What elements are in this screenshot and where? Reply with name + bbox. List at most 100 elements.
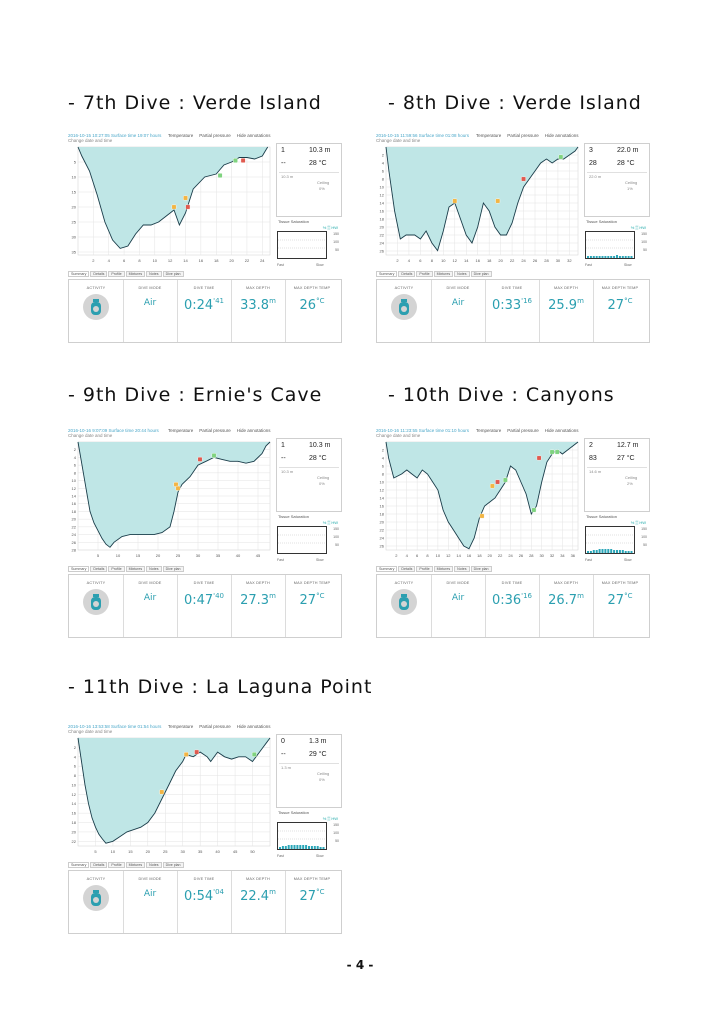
chart-option-checkbox[interactable]: Hide annotations <box>236 428 271 433</box>
event-marker[interactable] <box>183 195 188 201</box>
x-tick-label: 30 <box>556 258 561 263</box>
tab-summary[interactable]: Summary <box>376 566 398 572</box>
tissue-bar <box>616 550 618 553</box>
change-date-link[interactable]: Change date and time <box>68 433 113 438</box>
tab-details[interactable]: Details <box>90 862 108 868</box>
chart-option-checkbox[interactable]: Temperature <box>476 428 502 433</box>
tab-details[interactable]: Details <box>90 271 108 277</box>
summary-cell: ACTIVITY <box>69 280 124 342</box>
dive-card: 2016-10-16 9:07:09 Surface time 20:44 ho… <box>68 428 342 638</box>
change-date-link[interactable]: Change date and time <box>376 138 421 143</box>
tab-mixtures[interactable]: Mixtures <box>125 862 146 868</box>
tab-profile[interactable]: Profile <box>416 566 433 572</box>
dive-time-label: DIVE TIME <box>193 581 215 585</box>
tab-dive-plan[interactable]: Dive plan <box>162 271 184 277</box>
chart-option-checkbox[interactable]: Temperature <box>168 428 194 433</box>
y-tick-label: 22 <box>72 839 77 844</box>
tab-notes[interactable]: Notes <box>146 566 162 572</box>
tab-details[interactable]: Details <box>90 566 108 572</box>
tab-notes[interactable]: Notes <box>454 566 470 572</box>
event-marker[interactable] <box>502 477 508 483</box>
change-date-link[interactable]: Change date and time <box>376 433 421 438</box>
event-marker[interactable] <box>183 752 189 757</box>
event-marker[interactable] <box>171 204 177 210</box>
tab-mixtures[interactable]: Mixtures <box>433 271 454 277</box>
dive-datetime[interactable]: 2016-10-15 11:59:56 Surface time 01:08 h… <box>376 133 469 138</box>
chart-option-checkbox[interactable]: Partial pressure <box>199 724 231 729</box>
tab-profile[interactable]: Profile <box>108 271 125 277</box>
event-marker[interactable] <box>495 198 501 204</box>
event-marker[interactable] <box>240 158 246 163</box>
chart-option-checkbox[interactable]: Hide annotations <box>236 133 271 138</box>
tab-notes[interactable]: Notes <box>146 862 162 868</box>
event-marker[interactable] <box>217 173 223 178</box>
event-marker[interactable] <box>549 449 555 455</box>
dive-datetime[interactable]: 2016-10-15 10:27:05 Surface time 19:07 h… <box>68 133 162 138</box>
chart-option-checkbox[interactable]: Partial pressure <box>507 133 539 138</box>
event-marker[interactable] <box>495 479 500 485</box>
dive-datetime[interactable]: 2016-10-16 13:53:58 Surface time 01:54 h… <box>68 724 162 729</box>
summary-cell: MAX DEPTH TEMP 26°C <box>285 280 339 342</box>
chart-option-checkbox[interactable]: Partial pressure <box>199 133 231 138</box>
event-marker[interactable] <box>197 456 203 462</box>
event-marker[interactable] <box>452 198 458 204</box>
tissue-fast-label: Fast <box>277 854 284 858</box>
tab-mixtures[interactable]: Mixtures <box>433 566 454 572</box>
tab-notes[interactable]: Notes <box>146 271 162 277</box>
tissue-bar <box>305 845 308 849</box>
event-marker[interactable] <box>185 204 191 210</box>
y-tick-label: 24 <box>380 241 385 246</box>
max-depth-temp-main: 27 <box>299 889 317 904</box>
event-marker[interactable] <box>175 485 181 491</box>
chart-option-checkbox[interactable]: Temperature <box>168 724 194 729</box>
event-marker[interactable] <box>159 789 165 795</box>
y-tick-label: 6 <box>382 169 385 174</box>
y-tick-label: 26 <box>380 249 385 254</box>
tab-profile[interactable]: Profile <box>108 566 125 572</box>
dive-tabs: Summary Details Profile Mixtures Notes Dive p… <box>376 566 493 573</box>
tab-summary[interactable]: Summary <box>68 566 90 572</box>
event-marker[interactable] <box>521 176 526 182</box>
x-tick-label: 50 <box>250 849 255 854</box>
event-marker[interactable] <box>489 483 495 489</box>
event-marker[interactable] <box>554 449 560 455</box>
tissue-bar <box>607 256 610 258</box>
chart-option-checkbox[interactable]: Hide annotations <box>236 724 271 729</box>
chart-option-checkbox[interactable]: Temperature <box>168 133 194 138</box>
chart-option-checkbox[interactable]: Temperature <box>476 133 502 138</box>
chart-option-checkbox[interactable]: Hide annotations <box>544 428 579 433</box>
tab-mixtures[interactable]: Mixtures <box>125 271 146 277</box>
tab-summary[interactable]: Summary <box>68 271 90 277</box>
event-marker[interactable] <box>251 752 257 757</box>
tab-notes[interactable]: Notes <box>454 271 470 277</box>
chart-option-checkbox[interactable]: Partial pressure <box>199 428 231 433</box>
tab-details[interactable]: Details <box>398 271 416 277</box>
change-date-link[interactable]: Change date and time <box>68 138 113 143</box>
tab-dive-plan[interactable]: Dive plan <box>470 271 492 277</box>
tissue-slow-label: Slow <box>624 263 632 267</box>
profile-area <box>78 442 270 548</box>
event-marker[interactable] <box>211 453 217 458</box>
tab-dive-plan[interactable]: Dive plan <box>470 566 492 572</box>
change-date-link[interactable]: Change date and time <box>68 729 113 734</box>
chart-option-checkbox[interactable]: Hide annotations <box>544 133 579 138</box>
tab-mixtures[interactable]: Mixtures <box>125 566 146 572</box>
event-marker[interactable] <box>194 749 200 755</box>
tab-dive-plan[interactable]: Dive plan <box>162 862 184 868</box>
tab-dive-plan[interactable]: Dive plan <box>162 566 184 572</box>
tab-summary[interactable]: Summary <box>68 862 90 868</box>
tab-profile[interactable]: Profile <box>416 271 433 277</box>
event-marker[interactable] <box>233 158 238 163</box>
chart-option-checkbox[interactable]: Partial pressure <box>507 428 539 433</box>
tab-summary[interactable]: Summary <box>376 271 398 277</box>
tab-details[interactable]: Details <box>398 566 416 572</box>
event-marker[interactable] <box>531 507 537 513</box>
event-marker[interactable] <box>558 154 564 160</box>
dive-datetime[interactable]: 2016-10-16 11:23:55 Surface time 01:10 h… <box>376 428 469 433</box>
event-marker[interactable] <box>479 513 485 519</box>
tab-profile[interactable]: Profile <box>108 862 125 868</box>
scuba-tank-icon <box>83 294 109 320</box>
event-marker[interactable] <box>536 455 542 461</box>
tissue-legend: % ▒ HW <box>322 225 338 230</box>
dive-datetime[interactable]: 2016-10-16 9:07:09 Surface time 20:44 ho… <box>68 428 159 433</box>
